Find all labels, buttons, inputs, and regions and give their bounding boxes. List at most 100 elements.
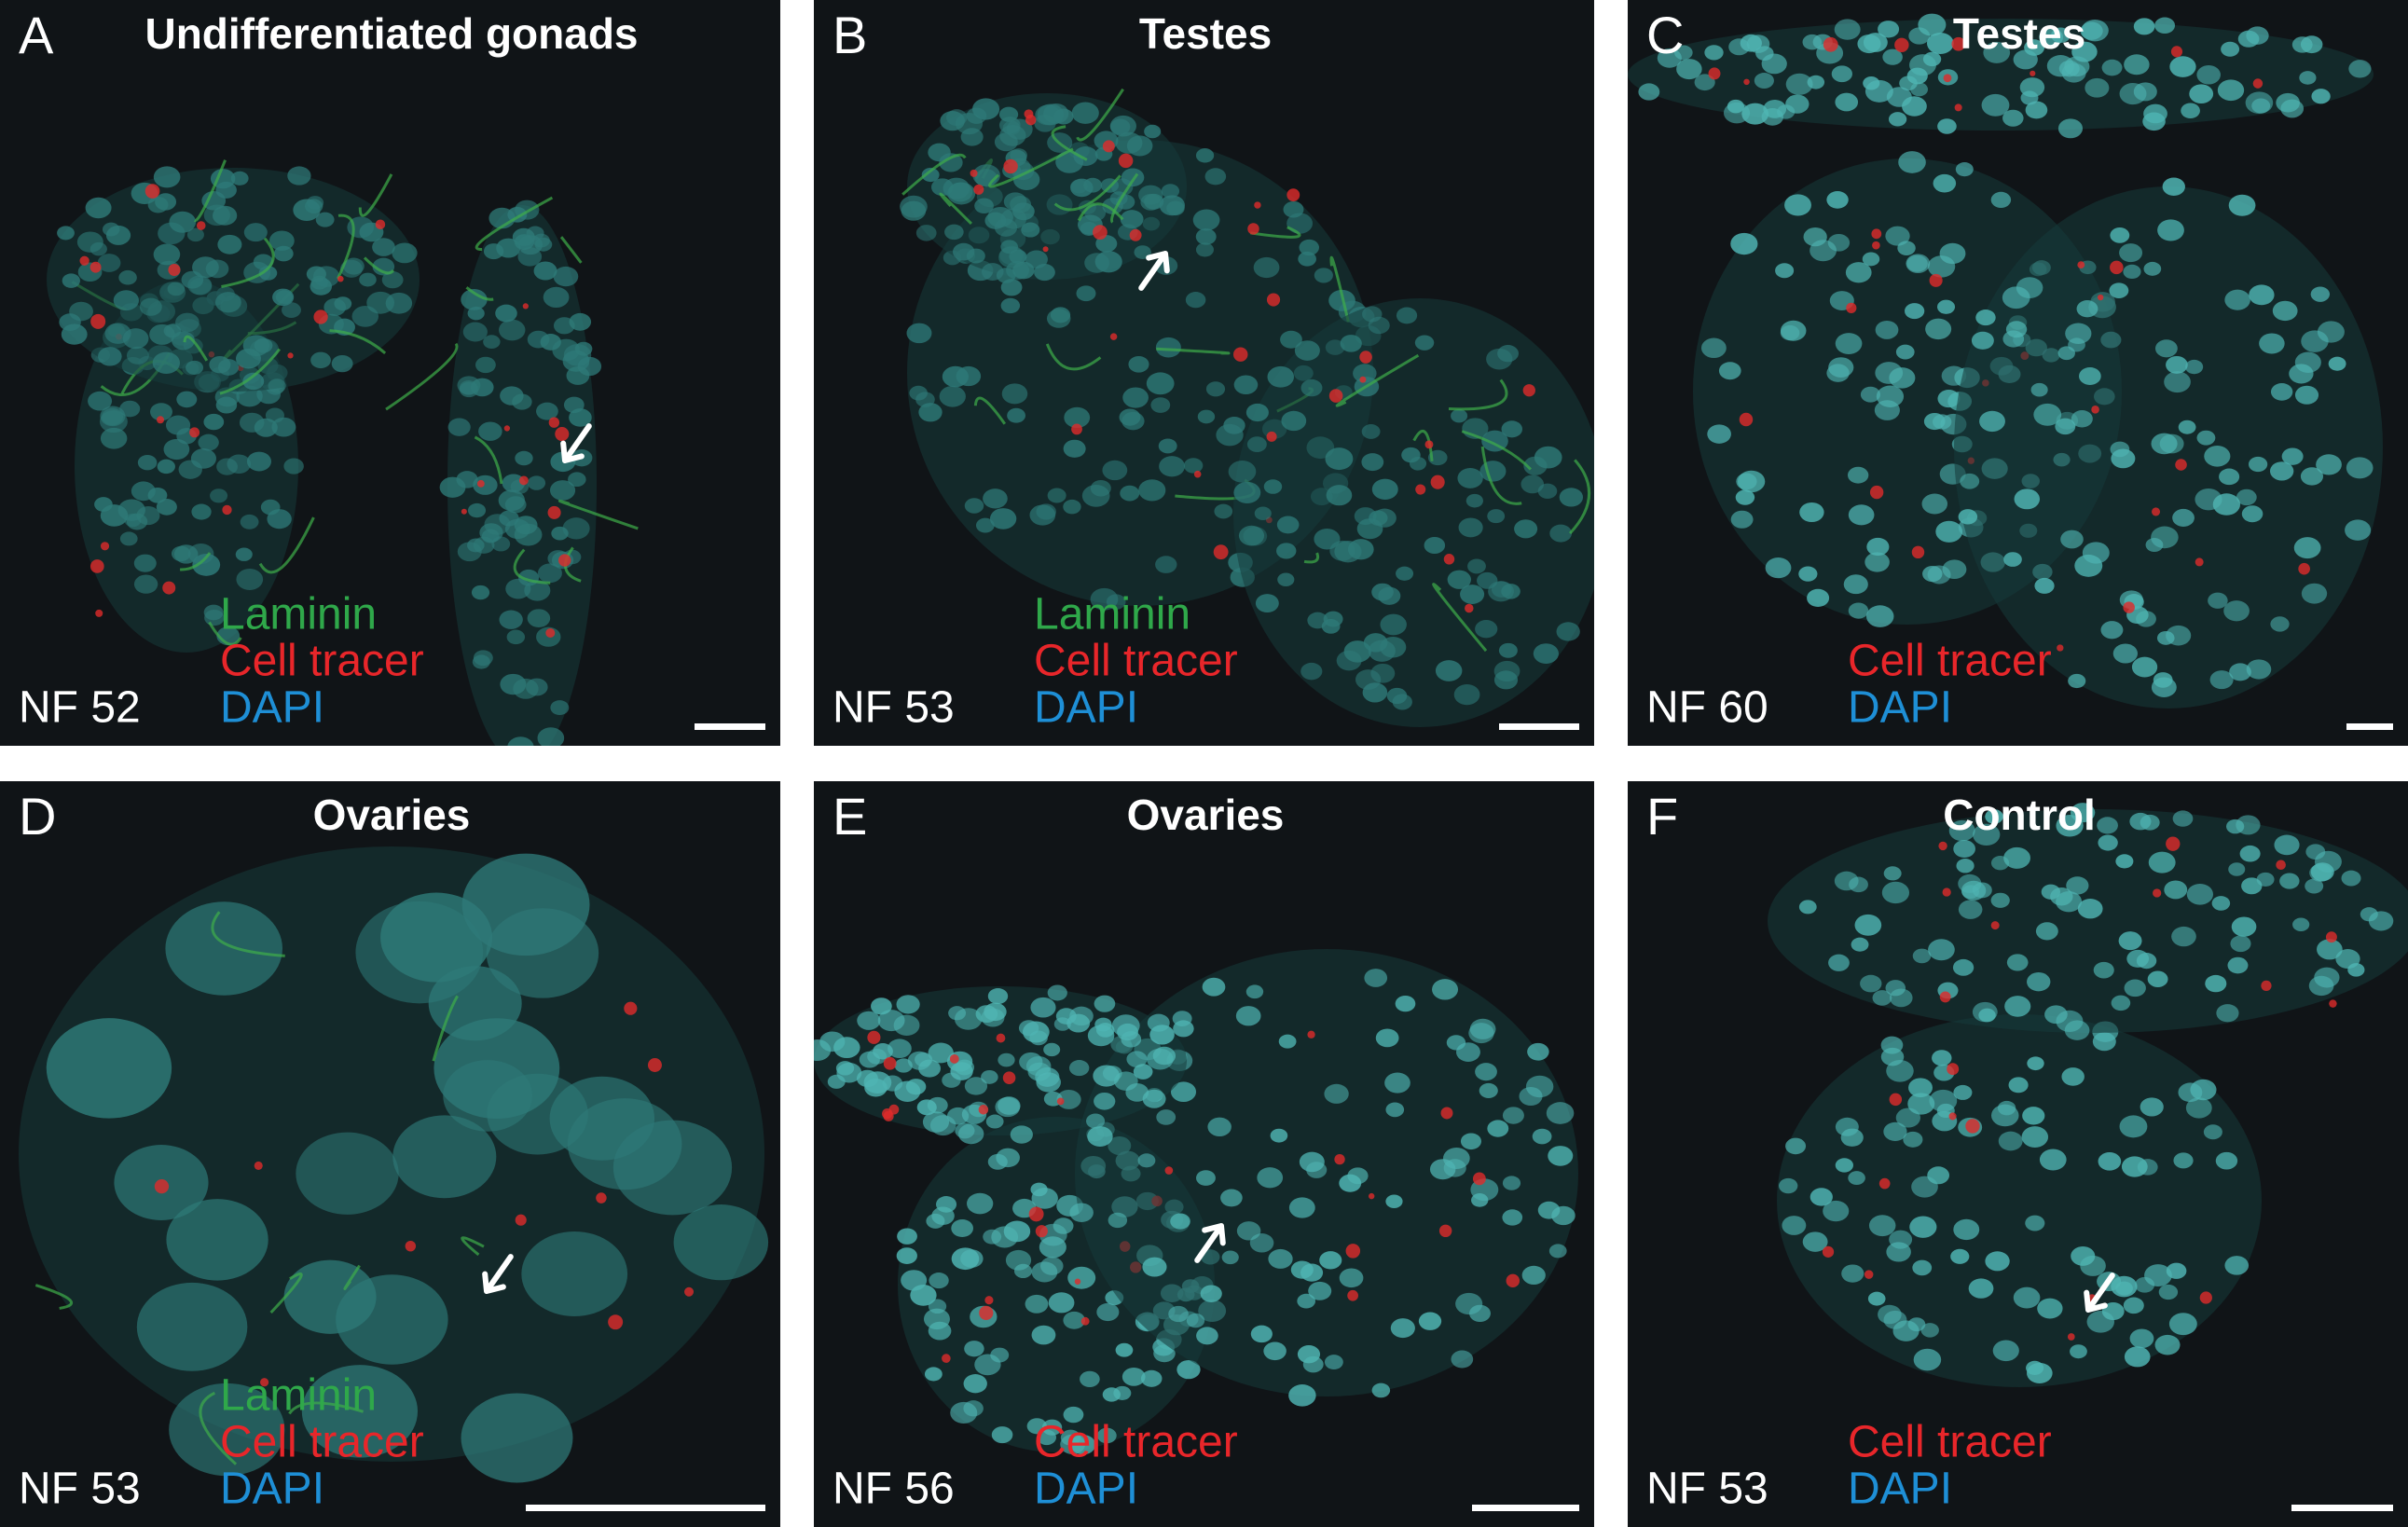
nucleus <box>1108 1212 1128 1229</box>
nucleus <box>1012 261 1035 280</box>
nucleus <box>1228 460 1257 483</box>
tracer-spot <box>189 427 200 438</box>
nucleus <box>1047 984 1067 1001</box>
nucleus <box>1872 990 1892 1006</box>
nucleus <box>2066 876 2089 895</box>
nucleus <box>2076 300 2098 318</box>
nucleus <box>1468 1023 1494 1044</box>
nucleus <box>2143 103 2167 124</box>
nucleus <box>2158 1284 2179 1300</box>
nucleus <box>1384 1072 1410 1094</box>
nucleus <box>1501 584 1520 599</box>
nucleus <box>2224 289 2250 310</box>
nucleus <box>1085 1113 1106 1129</box>
nucleus <box>562 517 590 540</box>
nucleus <box>1532 1128 1552 1145</box>
nucleus <box>1048 1292 1075 1314</box>
nucleus <box>1036 1072 1061 1093</box>
nucleus <box>46 1018 172 1119</box>
nucleus <box>964 1341 984 1357</box>
tracer-spot <box>2152 507 2161 516</box>
nucleus <box>1375 1028 1399 1048</box>
nucleus <box>236 348 261 369</box>
nucleus <box>921 167 940 183</box>
nucleus <box>1159 456 1185 477</box>
tracer-spot <box>1071 423 1082 435</box>
nucleus <box>1197 409 1216 424</box>
nucleus <box>2229 663 2251 681</box>
panel-title: Control <box>1943 791 2096 839</box>
nucleus <box>2030 382 2048 397</box>
nucleus <box>2124 54 2150 76</box>
nucleus <box>1913 1348 1942 1371</box>
nucleus <box>2270 383 2293 401</box>
nucleus <box>1785 1137 1807 1155</box>
nucleus <box>1063 1406 1084 1424</box>
nucleus <box>478 421 502 441</box>
nucleus <box>1031 1188 1058 1209</box>
micrograph-panel: A Undifferentiated gonads NF 52 LamininCell… <box>0 0 780 746</box>
nucleus <box>475 356 496 374</box>
nucleus <box>89 241 107 256</box>
nucleus <box>1150 397 1171 413</box>
nucleus <box>2341 870 2361 887</box>
nucleus <box>1155 337 1181 358</box>
tracer-spot <box>2123 601 2135 613</box>
nucleus <box>2098 834 2118 851</box>
nucleus <box>2057 346 2075 361</box>
nucleus <box>2245 91 2274 115</box>
nucleus <box>2101 59 2123 76</box>
tracer-spot <box>1347 1289 1358 1301</box>
nucleus <box>1277 572 1295 587</box>
nucleus <box>136 1282 248 1371</box>
nucleus <box>2037 1298 2063 1319</box>
nucleus <box>1878 21 1900 38</box>
nucleus <box>1868 1215 1896 1237</box>
nucleus <box>1340 335 1362 352</box>
tracer-spot <box>996 1033 1006 1043</box>
nucleus <box>1324 1355 1343 1370</box>
nucleus <box>2085 77 2110 98</box>
tracer-spot <box>476 479 485 488</box>
tracer-spot <box>1522 384 1535 397</box>
nucleus <box>1287 213 1314 234</box>
tracer-spot <box>979 1305 994 1320</box>
tracer-spot <box>1307 1030 1315 1039</box>
nucleus <box>198 433 219 451</box>
nucleus <box>2279 873 2300 889</box>
nucleus <box>2292 917 2310 931</box>
laminin-fiber <box>1051 125 1088 161</box>
tracer-spot <box>942 1354 951 1363</box>
tracer-spot <box>1266 293 1281 307</box>
nucleus <box>139 297 162 316</box>
nucleus <box>1548 1244 1567 1259</box>
nucleus <box>1063 439 1086 458</box>
nucleus <box>136 506 160 526</box>
nucleus <box>1102 1387 1121 1402</box>
nucleus <box>2039 27 2063 48</box>
nucleus <box>1110 118 1131 135</box>
tracer-spot <box>1247 223 1259 235</box>
nucleus <box>966 107 987 124</box>
nucleus <box>2259 333 2285 354</box>
stage-label: NF 56 <box>832 1465 955 1514</box>
nucleus <box>1102 460 1128 481</box>
nucleus <box>1094 1092 1116 1110</box>
nucleus <box>1137 1153 1156 1168</box>
nucleus <box>2111 995 2131 1011</box>
nucleus <box>857 1011 881 1030</box>
laminin-fiber <box>221 237 275 288</box>
nucleus <box>953 242 975 261</box>
nucleus <box>2004 996 2031 1017</box>
nucleus <box>1200 1285 1222 1302</box>
nucleus <box>566 365 590 385</box>
nucleus <box>2212 493 2241 516</box>
nucleus <box>149 403 172 421</box>
nucleus <box>1343 640 1371 663</box>
nucleus <box>2101 1302 2125 1321</box>
nucleus <box>2204 446 2231 467</box>
nucleus <box>1823 1200 1850 1222</box>
nucleus <box>1922 51 1942 67</box>
tracer-spot <box>1109 333 1118 340</box>
nucleus <box>944 224 964 241</box>
